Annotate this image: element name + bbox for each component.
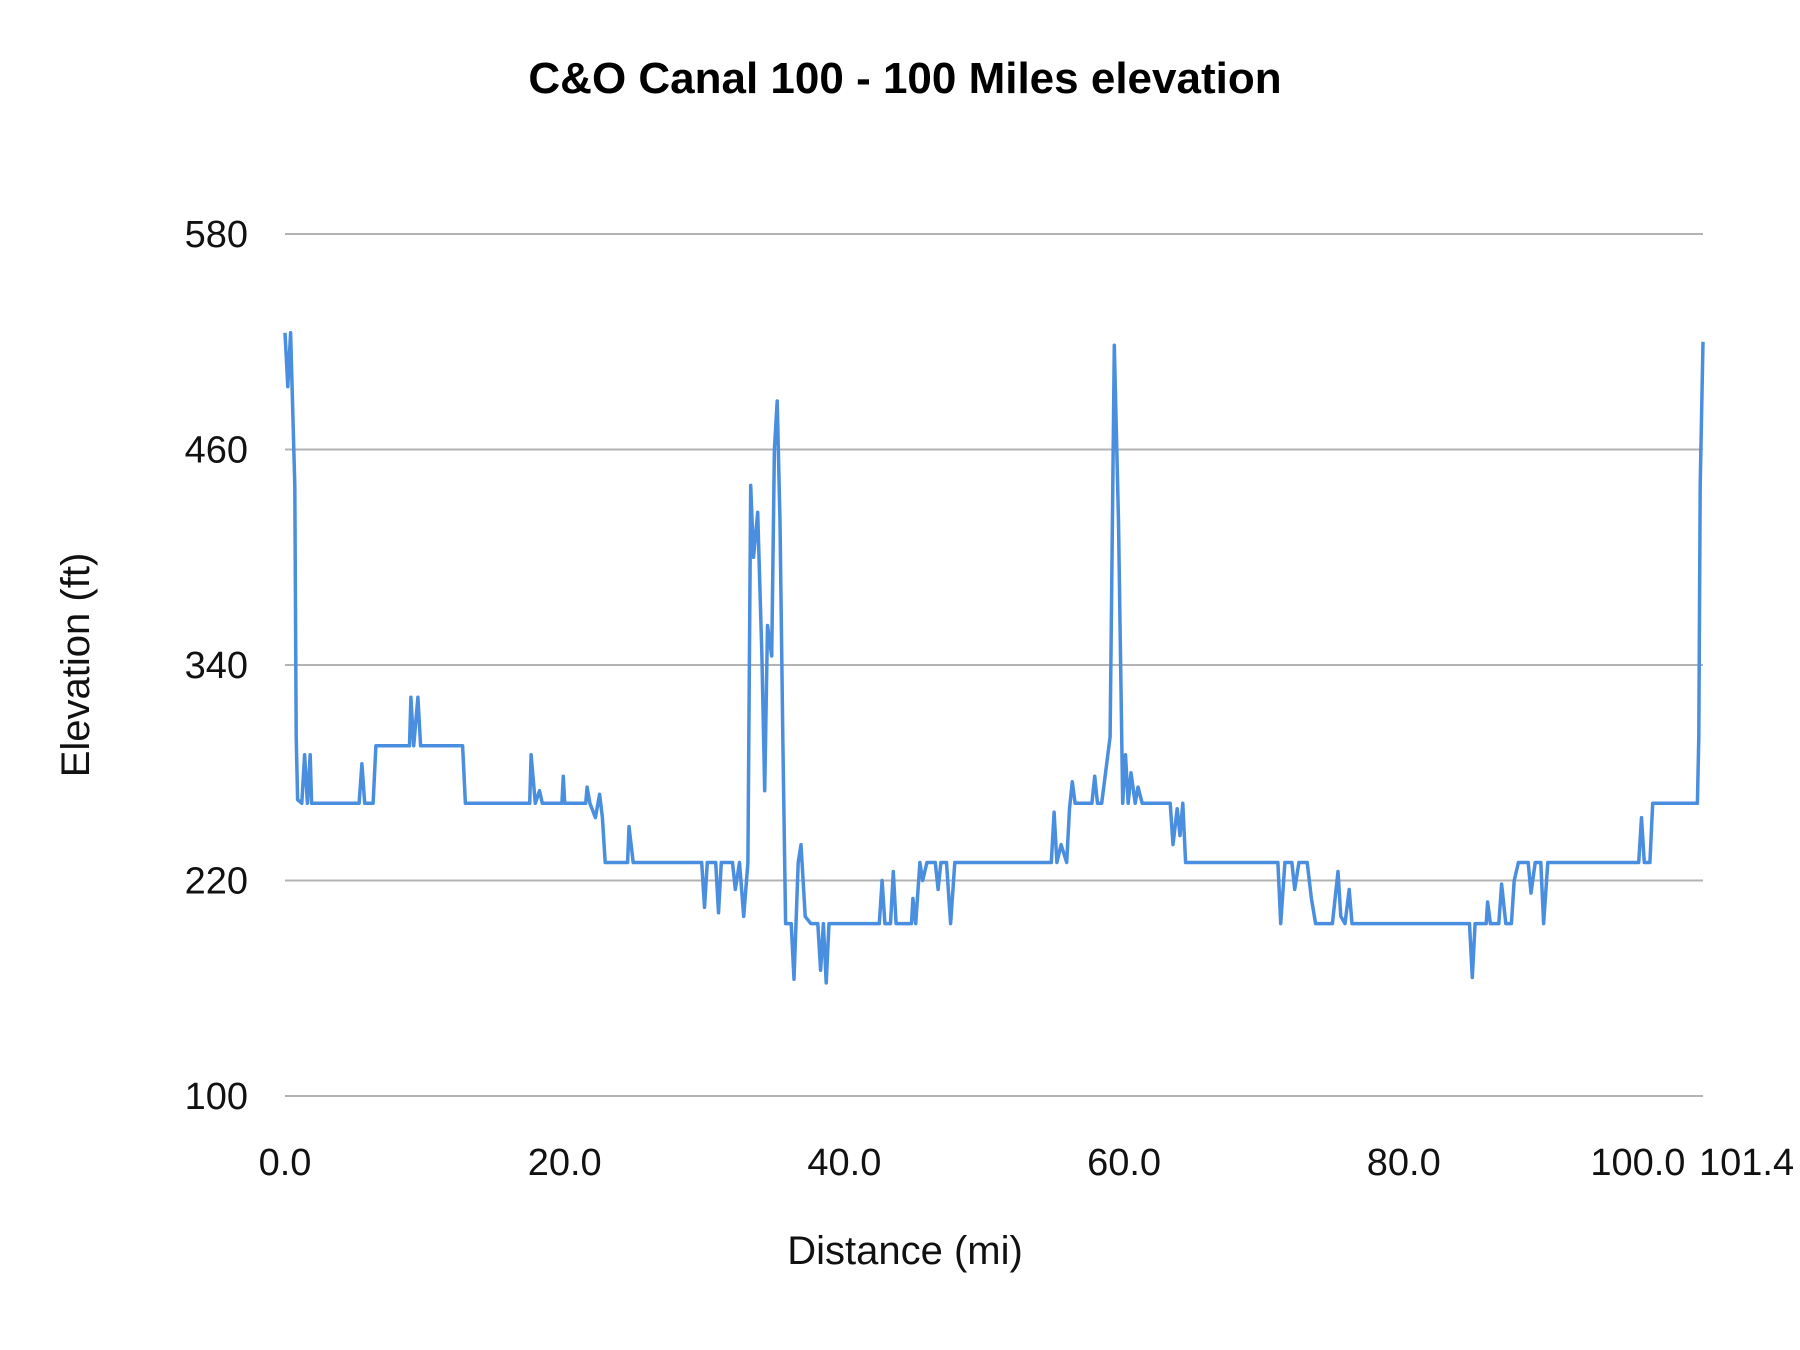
x-tick-label: 60.0 bbox=[1087, 1142, 1161, 1184]
x-tick-label: 0.0 bbox=[259, 1142, 312, 1184]
chart-title: C&O Canal 100 - 100 Miles elevation bbox=[528, 54, 1281, 103]
y-axis-ticks: 100 220 340 460 580 bbox=[185, 214, 248, 1118]
y-tick-label: 220 bbox=[185, 861, 248, 903]
x-tick-label: 101.4 bbox=[1699, 1142, 1794, 1184]
x-tick-label: 40.0 bbox=[807, 1142, 881, 1184]
x-tick-label: 80.0 bbox=[1367, 1142, 1441, 1184]
x-tick-label: 20.0 bbox=[528, 1142, 602, 1184]
y-tick-label: 100 bbox=[185, 1076, 248, 1118]
y-tick-label: 460 bbox=[185, 430, 248, 472]
gridlines bbox=[285, 233, 1703, 1097]
y-tick-label: 580 bbox=[185, 214, 248, 256]
x-axis-ticks: 0.0 20.0 40.0 60.0 80.0 100.0 101.4 bbox=[259, 1142, 1795, 1184]
x-tick-label: 100.0 bbox=[1590, 1142, 1685, 1184]
series-line-elevation bbox=[283, 331, 1705, 985]
y-tick-label: 340 bbox=[185, 645, 248, 687]
x-axis-label: Distance (mi) bbox=[787, 1229, 1023, 1273]
y-axis-label: Elevation (ft) bbox=[54, 553, 98, 778]
